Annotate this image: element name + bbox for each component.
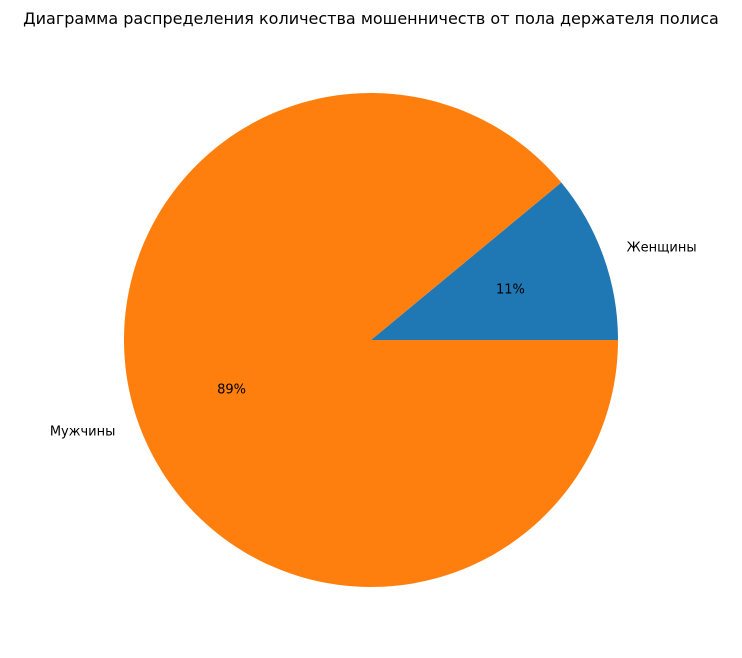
pie-percent-label-1: 11% <box>496 282 525 297</box>
pie-slices <box>123 92 618 587</box>
pie-percent-label-2: 89% <box>217 383 246 398</box>
pie-labels: Женщины 11% Мужчины 89% <box>50 240 697 439</box>
chart-title: Диаграмма распределения количества мошен… <box>23 9 719 28</box>
pie-category-label-1: Женщины <box>627 240 697 255</box>
pie-slice-2 <box>123 92 618 587</box>
pie-category-label-2: Мужчины <box>50 425 116 440</box>
pie-slice-1 <box>371 182 618 340</box>
